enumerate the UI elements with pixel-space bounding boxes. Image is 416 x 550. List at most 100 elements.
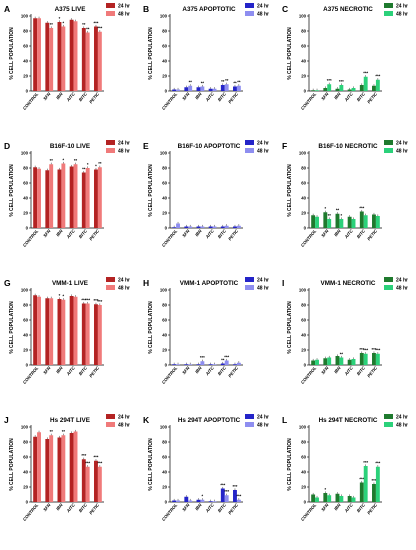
bar-aitc-48hr: [351, 88, 356, 91]
y-tick-label: 100: [160, 151, 168, 156]
y-tick-label: 80: [162, 166, 167, 171]
significance-label: ***: [327, 78, 332, 83]
bar-control-24hr: [172, 89, 177, 91]
bar-control-48hr: [37, 168, 41, 228]
y-axis-label: % CELL POPULATION: [148, 301, 154, 354]
bar-control-48hr: [176, 364, 180, 365]
y-tick-label: 20: [301, 74, 306, 79]
bar-ibn-24hr: [57, 299, 62, 365]
panel-letter: A: [4, 4, 10, 14]
legend-label-48hr: 48 hr: [396, 286, 408, 292]
bar-control-48hr: [176, 223, 180, 228]
x-tick-label: BITC: [217, 502, 228, 514]
x-tick-label: AITC: [65, 228, 76, 240]
x-tick-label: CONTROL: [300, 365, 318, 385]
panel-letter: G: [4, 278, 11, 288]
y-tick-label: 0: [26, 363, 29, 368]
bar-ibn-24hr: [196, 499, 201, 502]
x-tick-label: PETIC: [366, 502, 379, 516]
x-tick-label: PETIC: [366, 365, 379, 379]
bar-aitc-24hr: [208, 226, 213, 228]
x-tick-label: PETIC: [366, 228, 379, 242]
significance-label: **: [62, 429, 66, 434]
bar-bitc-24hr: [359, 85, 364, 91]
y-tick-label: 20: [162, 348, 167, 353]
y-tick-label: 60: [23, 181, 28, 186]
bar-bitc-48hr: [224, 360, 229, 365]
x-tick-label: CONTROL: [22, 228, 40, 248]
legend: 24 hr 48 hr: [245, 414, 269, 429]
bar-petic-48hr: [375, 216, 380, 228]
x-tick-label: SFN: [42, 91, 52, 101]
x-tick-label: IBN: [194, 91, 203, 101]
bar-ibn-48hr: [339, 496, 344, 502]
bar-aitc-24hr: [69, 433, 74, 502]
x-tick-label: SFN: [42, 502, 52, 512]
y-tick-label: 100: [160, 14, 168, 19]
legend-swatch-24hr: [384, 140, 393, 145]
y-tick-label: 20: [23, 485, 28, 490]
bar-aitc-48hr: [212, 88, 217, 91]
y-tick-label: 80: [162, 303, 167, 308]
y-axis-label: % CELL POPULATION: [287, 164, 293, 217]
bar-bitc-48hr: [224, 225, 229, 228]
x-tick-label: IBN: [194, 228, 203, 238]
y-axis-label: % CELL POPULATION: [9, 27, 15, 80]
x-tick-label: PETIC: [227, 228, 240, 242]
significance-label: ***: [372, 347, 377, 352]
legend-swatch-24hr: [106, 140, 115, 145]
legend: 24 hr 48 hr: [245, 3, 269, 18]
chart-panel-k: K Hs 294T APOPTOTIC 24 hr 48 hr % CELL POPUL…: [143, 414, 269, 522]
bar-aitc-24hr: [208, 364, 213, 365]
x-tick-label: CONTROL: [161, 91, 179, 111]
y-tick-label: 60: [162, 44, 167, 49]
y-tick-label: 100: [21, 14, 29, 19]
significance-label: ***: [363, 348, 368, 353]
bar-ibn-48hr: [339, 85, 344, 91]
legend-swatch-48hr: [106, 148, 115, 153]
y-tick-label: 80: [23, 29, 28, 34]
significance-label: **: [328, 213, 332, 218]
x-tick-label: BITC: [78, 91, 89, 103]
bar-ibn-48hr: [200, 361, 205, 365]
bar-petic-24hr: [94, 460, 98, 502]
bar-aitc-48hr: [212, 501, 217, 502]
bar-ibn-24hr: [57, 437, 62, 502]
significance-label: **: [50, 158, 54, 163]
chart-title: A375 APOPTOTIC: [182, 6, 236, 13]
chart-panel-f: F B16F-10 NECROTIC 24 hr 48 hr % CELL POPULA…: [282, 140, 408, 248]
legend-label-24hr: 24 hr: [396, 4, 408, 10]
y-axis-label: % CELL POPULATION: [9, 164, 15, 217]
bar-control-48hr: [37, 296, 41, 365]
legend: 24 hr 48 hr: [384, 140, 408, 155]
significance-label: *: [95, 163, 97, 168]
bar-ibn-24hr: [196, 364, 201, 365]
significance-label: **: [82, 166, 86, 171]
legend-swatch-24hr: [384, 277, 393, 282]
bar-aitc-24hr: [347, 89, 352, 91]
significance-label: ***: [359, 347, 364, 352]
x-tick-label: SFN: [42, 228, 52, 238]
significance-label: ***: [97, 461, 102, 466]
bar-bitc-24hr: [81, 303, 86, 365]
bar-control-24hr: [311, 90, 316, 91]
significance-label: ***: [97, 26, 102, 31]
legend-swatch-24hr: [245, 277, 254, 282]
bar-petic-48hr: [375, 466, 380, 502]
y-tick-label: 100: [160, 425, 168, 430]
y-tick-label: 60: [301, 455, 306, 460]
legend-label-24hr: 24 hr: [257, 141, 269, 147]
bar-sfn-48hr: [327, 84, 332, 91]
bar-bitc-48hr: [363, 353, 368, 365]
significance-label: ***: [375, 74, 380, 79]
bar-petic-48hr: [236, 85, 241, 91]
bar-petic-24hr: [233, 86, 237, 91]
bar-ibn-48hr: [339, 219, 344, 228]
bar-aitc-48hr: [73, 164, 78, 228]
significance-label: **: [74, 158, 78, 163]
x-tick-label: AITC: [65, 365, 76, 377]
x-tick-label: SFN: [181, 91, 191, 101]
x-tick-label: CONTROL: [300, 91, 318, 111]
legend-label-48hr: 48 hr: [257, 423, 269, 429]
bar-ibn-24hr: [335, 356, 340, 365]
